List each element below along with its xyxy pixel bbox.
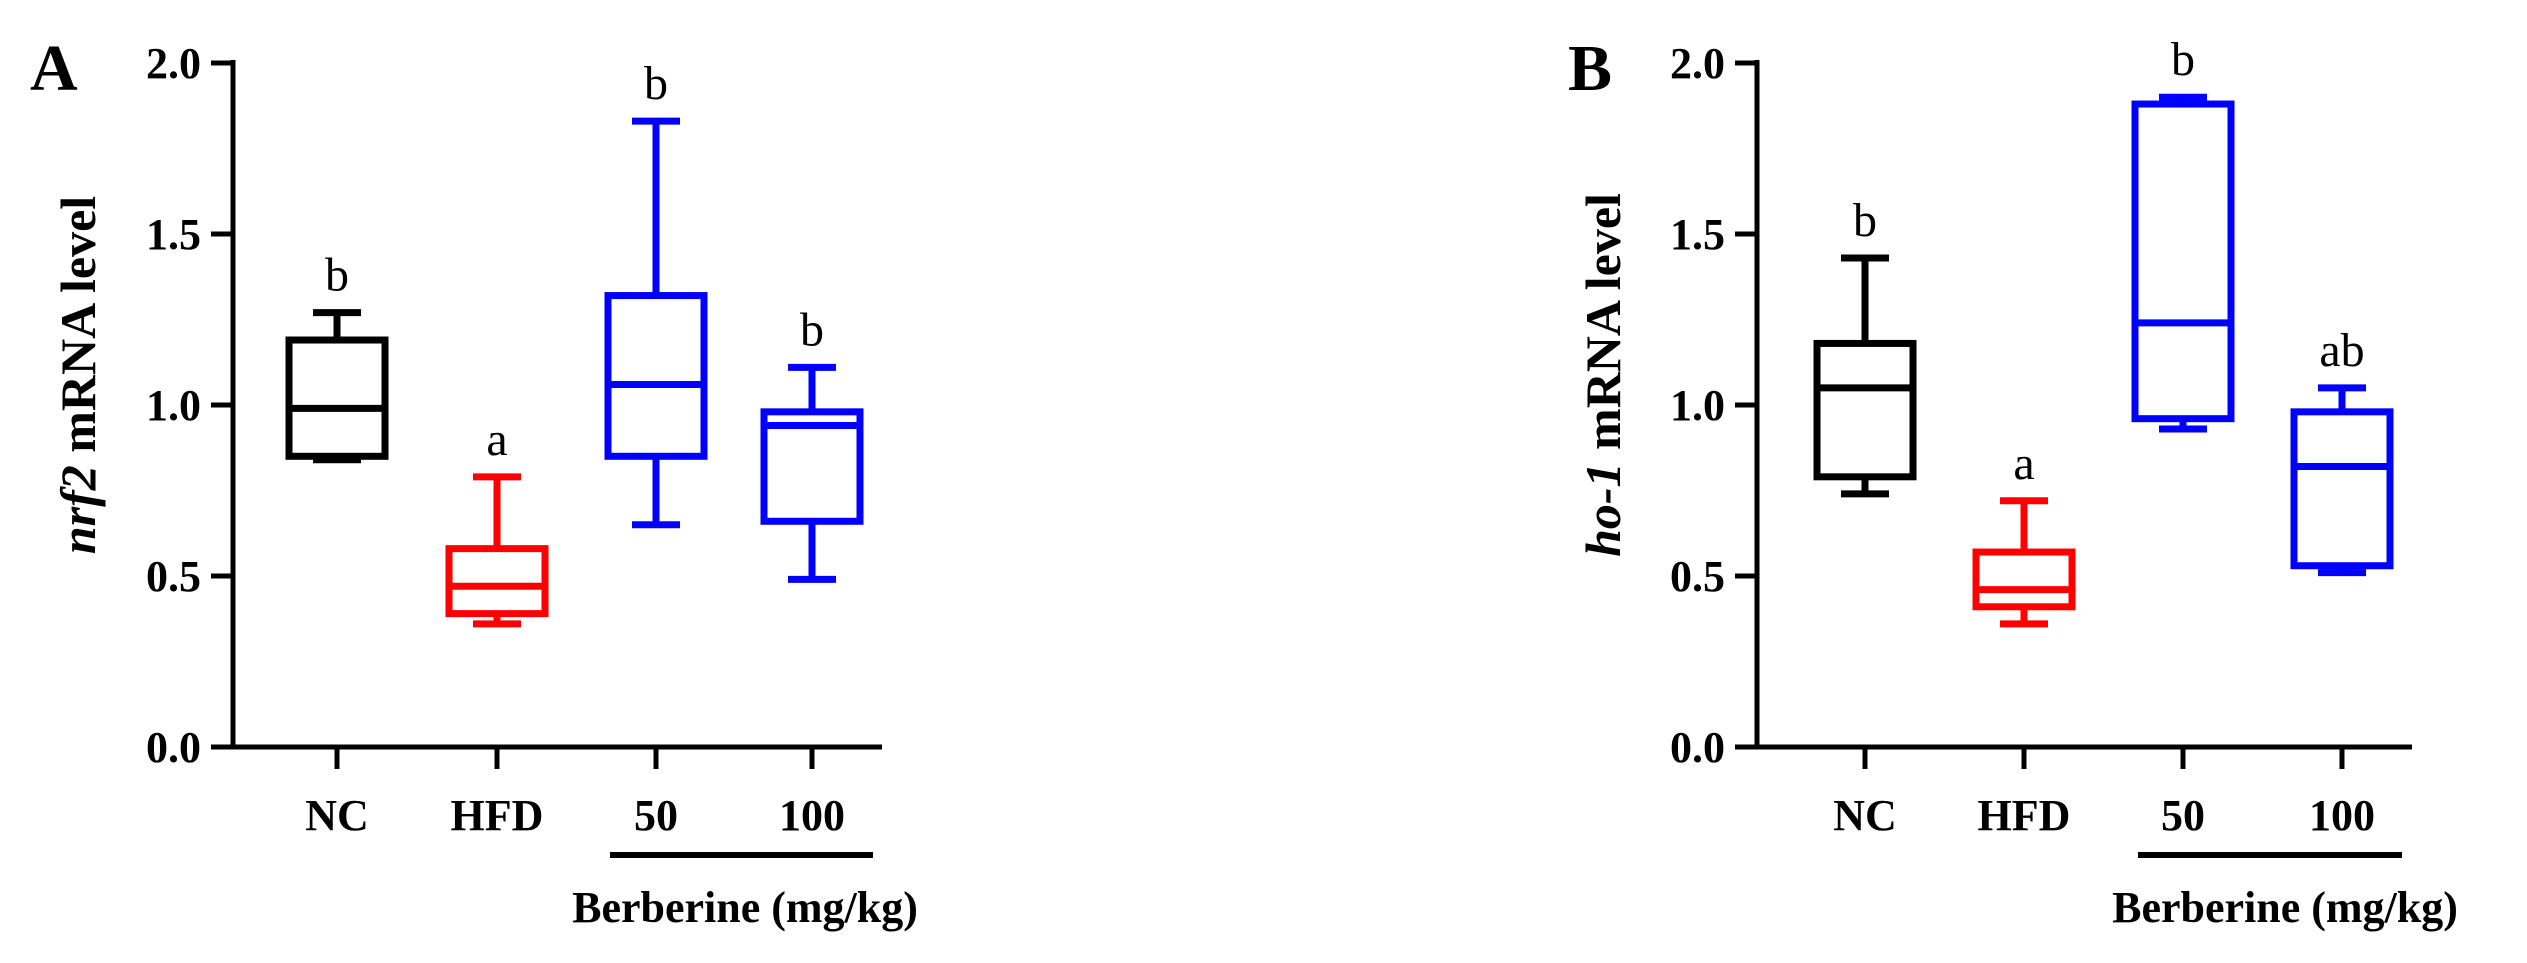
- significance-label: b: [325, 249, 349, 302]
- significance-label: b: [644, 57, 668, 110]
- panel-a-box-HFD: a: [445, 413, 549, 628]
- panel-a-y-tick-label: 0.0: [146, 723, 201, 772]
- iqr-box: [445, 545, 549, 618]
- panel-b-y-tick-label: 1.0: [1670, 381, 1725, 430]
- panel-b-y-axis-label-gene: ho-1: [1575, 462, 1631, 556]
- panel-b-x-tick-label: 50: [2161, 791, 2205, 840]
- panel-b-box-100: ab: [2290, 324, 2394, 577]
- panel-b-y-axis-label-rest: mRNA level: [1575, 193, 1631, 462]
- panel-a-box-100: b: [760, 303, 864, 583]
- panel-a-y-tick-label: 1.0: [146, 381, 201, 430]
- panel-a-box-50: b: [604, 57, 708, 529]
- significance-label: a: [486, 413, 507, 466]
- panel-a-letter: A: [30, 32, 78, 105]
- panel-b-box-50: b: [2131, 33, 2235, 433]
- panel-a-box-NC: b: [285, 249, 389, 464]
- iqr-box: [2290, 408, 2394, 570]
- panel-b-y-axis-label: ho-1 mRNA level: [1575, 193, 1631, 557]
- panel-a-y-tick-label: 0.5: [146, 552, 201, 601]
- iqr-box: [1972, 548, 2076, 611]
- panel-a-y-axis-label-rest: mRNA level: [50, 196, 106, 465]
- panel-b-x-tick-label: 100: [2309, 791, 2375, 840]
- panel-b-x-tick-label: NC: [1833, 791, 1897, 840]
- panel-b-letter: B: [1568, 32, 1612, 105]
- panel-a-x-tick-label: 50: [634, 791, 678, 840]
- significance-label: b: [2171, 33, 2195, 86]
- panel-a: A nrf2 mRNA level Berberine (mg/kg) 0.0 0…: [30, 32, 918, 932]
- panel-b-box-HFD: a: [1972, 437, 2076, 628]
- panel-a-y-axis-label: nrf2 mRNA level: [50, 196, 106, 554]
- panel-b-y-tick-label: 2.0: [1670, 39, 1725, 88]
- iqr-box: [1813, 339, 1917, 481]
- panel-b: B ho-1 mRNA level Berberine (mg/kg) 0.0 0…: [1568, 32, 2458, 932]
- significance-label: b: [800, 303, 824, 356]
- significance-label: b: [1853, 194, 1877, 247]
- panel-a-group-label: Berberine (mg/kg): [572, 883, 918, 932]
- iqr-box: [2131, 100, 2235, 423]
- iqr-box: [285, 336, 389, 460]
- significance-label: a: [2013, 437, 2034, 490]
- panel-a-y-tick-label: 1.5: [146, 210, 201, 259]
- panel-a-x-tick-label: NC: [305, 791, 369, 840]
- panel-a-x-tick-label: 100: [779, 791, 845, 840]
- panel-b-box-NC: b: [1813, 194, 1917, 498]
- significance-label: ab: [2319, 324, 2364, 377]
- panel-a-x-tick-label: HFD: [451, 791, 544, 840]
- panel-a-y-axis-label-gene: nrf2: [50, 465, 106, 554]
- panel-a-y-tick-label: 2.0: [146, 39, 201, 88]
- panel-b-x-tick-label: HFD: [1978, 791, 2071, 840]
- panel-b-y-tick-label: 0.0: [1670, 723, 1725, 772]
- panel-b-group-label: Berberine (mg/kg): [2112, 883, 2458, 932]
- iqr-box: [760, 408, 864, 525]
- iqr-box: [604, 292, 708, 460]
- panel-b-y-tick-label: 1.5: [1670, 210, 1725, 259]
- panel-b-y-tick-label: 0.5: [1670, 552, 1725, 601]
